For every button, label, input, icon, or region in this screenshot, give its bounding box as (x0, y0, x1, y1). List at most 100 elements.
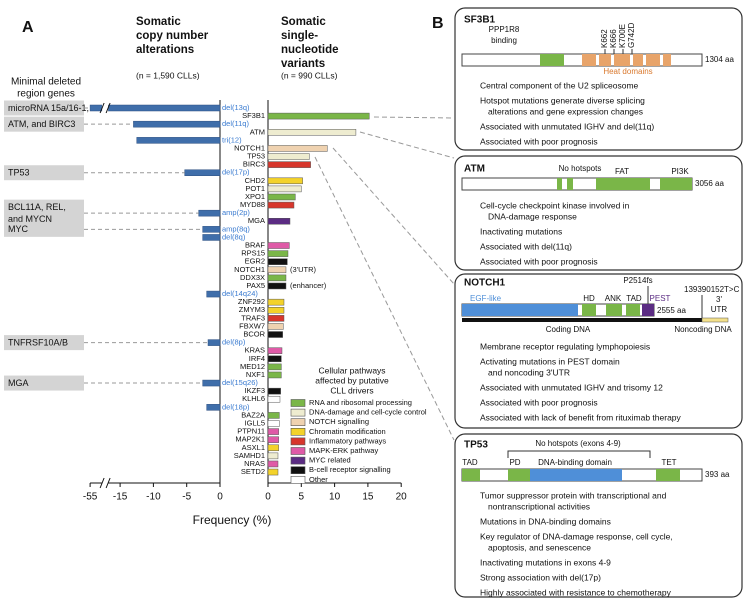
gene-label: BCOR (243, 330, 265, 339)
domain-label: PPP1R8 (489, 25, 520, 34)
domain-label: PEST (650, 294, 671, 303)
region-gene: MGA (8, 378, 29, 388)
bullet-text: Associated with lack of benefit from rit… (480, 412, 682, 422)
chart-title: single- (281, 30, 318, 42)
cna-label: del(11q) (222, 119, 249, 128)
legend-title: affected by putative (315, 375, 389, 385)
gene-label: SETD2 (241, 467, 265, 476)
domain-label: Heat domains (603, 67, 652, 76)
legend-label: MAPK-ERK pathway (309, 446, 378, 455)
bar (267, 436, 279, 443)
bar (267, 460, 279, 468)
bullet-text: Associated with poor prognosis (480, 136, 598, 146)
gene-label: SF3B1 (242, 111, 265, 120)
domain-label: TET (661, 458, 676, 467)
bullet-text: Membrane receptor regulating lymphopoies… (480, 341, 650, 351)
mutation-label: K666 (609, 29, 618, 48)
legend-label: DNA-damage and cell-cycle control (309, 408, 427, 417)
cna-label: del(8q) (222, 232, 246, 241)
gene-label: NOTCH1 (234, 265, 265, 274)
chart-subtitle: (n = 990 CLLs) (281, 70, 338, 80)
legend-swatch (290, 399, 306, 407)
legend-label: NOTCH signalling (309, 417, 369, 426)
bar (267, 274, 287, 282)
panel-label: A (22, 19, 34, 36)
dna-bar (462, 318, 702, 322)
dna-label: Noncoding DNA (674, 325, 732, 334)
axis-break-gap (102, 103, 109, 113)
gene-label: MAP2K1 (235, 435, 265, 444)
x-tick-label: 0 (265, 492, 271, 503)
x-tick-label: -10 (146, 492, 161, 503)
legend-label: Other (309, 475, 328, 484)
domain (582, 54, 596, 66)
bar (267, 201, 295, 209)
bar (184, 169, 221, 176)
x-tick-label: 15 (362, 492, 374, 503)
legend-swatch (290, 427, 306, 436)
domain (462, 469, 480, 481)
bar (202, 379, 221, 387)
axis-break-gap (102, 478, 109, 488)
gene-label: DDX3X (240, 273, 265, 282)
gene-label: BRAF (245, 241, 265, 250)
gene-label: MYD88 (240, 200, 265, 209)
gene-label: ASXL1 (242, 443, 265, 452)
chart-title: alterations (136, 44, 194, 56)
gene-label: FBXW7 (239, 321, 265, 330)
bar (267, 468, 279, 476)
region-box (4, 335, 84, 351)
bar (267, 193, 296, 201)
axis-break (99, 102, 105, 114)
domain (508, 469, 530, 481)
region-gene: ATM, and BIRC3 (8, 119, 75, 129)
bar (267, 315, 285, 322)
legend-label: B-cell receptor signalling (309, 465, 391, 474)
domain (596, 178, 650, 190)
domain-label: No hotspots (exons 4-9) (535, 439, 621, 448)
bullet-text: Inactivating mutations in exons 4-9 (480, 557, 611, 567)
domain-label: TAD (462, 458, 478, 467)
chart-title: Somatic (281, 16, 326, 28)
chart-title: variants (281, 58, 325, 70)
bar (267, 323, 284, 330)
region-gene: BCL11A, REL, (8, 202, 66, 212)
bar (267, 347, 283, 354)
domain (614, 54, 630, 66)
bar (267, 420, 280, 427)
bullet-text: nontranscriptional activities (488, 501, 590, 511)
domain-label: EGF-like (470, 294, 502, 303)
bar (267, 218, 291, 225)
connector (314, 156, 455, 441)
legend-label: MYC related (309, 456, 351, 465)
bar (267, 129, 357, 136)
region-box (4, 165, 84, 181)
legend-label: RNA and ribosomal processing (309, 398, 412, 407)
legend-title: CLL drivers (330, 385, 373, 395)
gene-label: PAX5 (246, 281, 265, 290)
region-box (4, 221, 84, 237)
chart-title: nucleotide (281, 44, 339, 56)
cna-label: amp(8q) (222, 224, 250, 233)
domain-label: 3' (716, 295, 722, 304)
gene-label: IKZF3 (245, 386, 265, 395)
gene-title: TP53 (464, 440, 488, 451)
bar (267, 355, 282, 363)
region-gene: and MYCN (8, 214, 52, 224)
domain (557, 178, 562, 190)
bar (198, 209, 221, 217)
legend-swatch (290, 437, 306, 446)
gene-label: ZMYM3 (239, 305, 265, 314)
legend-swatch (290, 447, 306, 455)
cna-label: amp(2p) (222, 208, 250, 217)
protein-bar (461, 177, 693, 191)
gene-label: MED12 (240, 362, 265, 371)
domain-label: PI3K (671, 167, 689, 176)
bar (202, 226, 221, 233)
region-heading: Minimal deleted (11, 77, 81, 88)
domain (626, 304, 640, 316)
domain (646, 54, 660, 66)
bullet-text: alterations and gene expression changes (488, 106, 643, 116)
bar (267, 185, 302, 193)
